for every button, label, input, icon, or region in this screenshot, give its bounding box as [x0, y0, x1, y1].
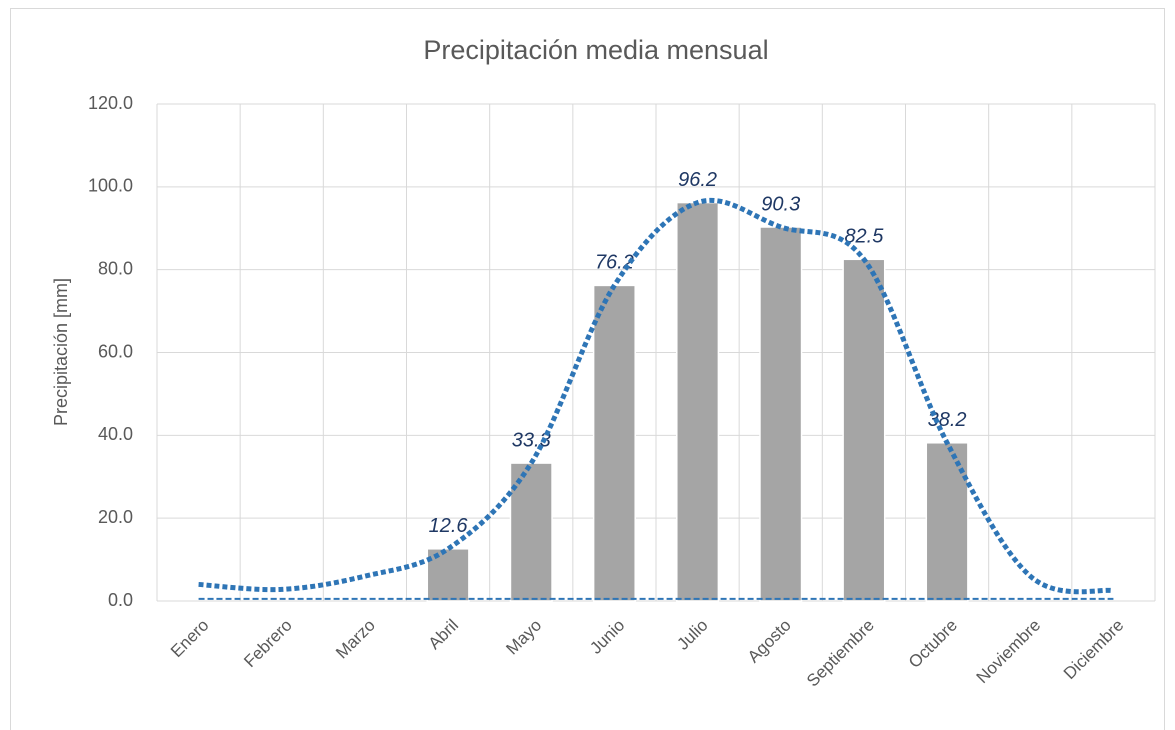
y-tick-label: 120.0 [88, 93, 133, 113]
bar [426, 548, 470, 602]
bar [676, 201, 720, 602]
trend-line [198, 197, 1114, 595]
y-tick-label: 0.0 [108, 590, 133, 610]
data-label: 82.5 [844, 226, 884, 248]
data-label: 12.6 [429, 515, 469, 537]
chart-border [10, 8, 1165, 730]
data-label: 76.2 [595, 252, 634, 274]
chart-title: Precipitación media mensual [423, 35, 768, 65]
data-label: 38.2 [928, 409, 967, 431]
bar [925, 442, 969, 602]
y-axis-label: Precipitación [mm] [51, 278, 71, 426]
y-tick-label: 100.0 [88, 176, 133, 196]
data-label: 96.2 [678, 169, 717, 191]
bar [759, 226, 803, 602]
bar [592, 284, 636, 602]
bar [509, 462, 553, 602]
y-tick-label: 80.0 [98, 258, 133, 278]
y-tick-label: 40.0 [98, 424, 133, 444]
y-tick-label: 20.0 [98, 507, 133, 527]
data-label: 90.3 [761, 193, 800, 215]
y-tick-label: 60.0 [98, 341, 133, 361]
bar [842, 258, 886, 602]
